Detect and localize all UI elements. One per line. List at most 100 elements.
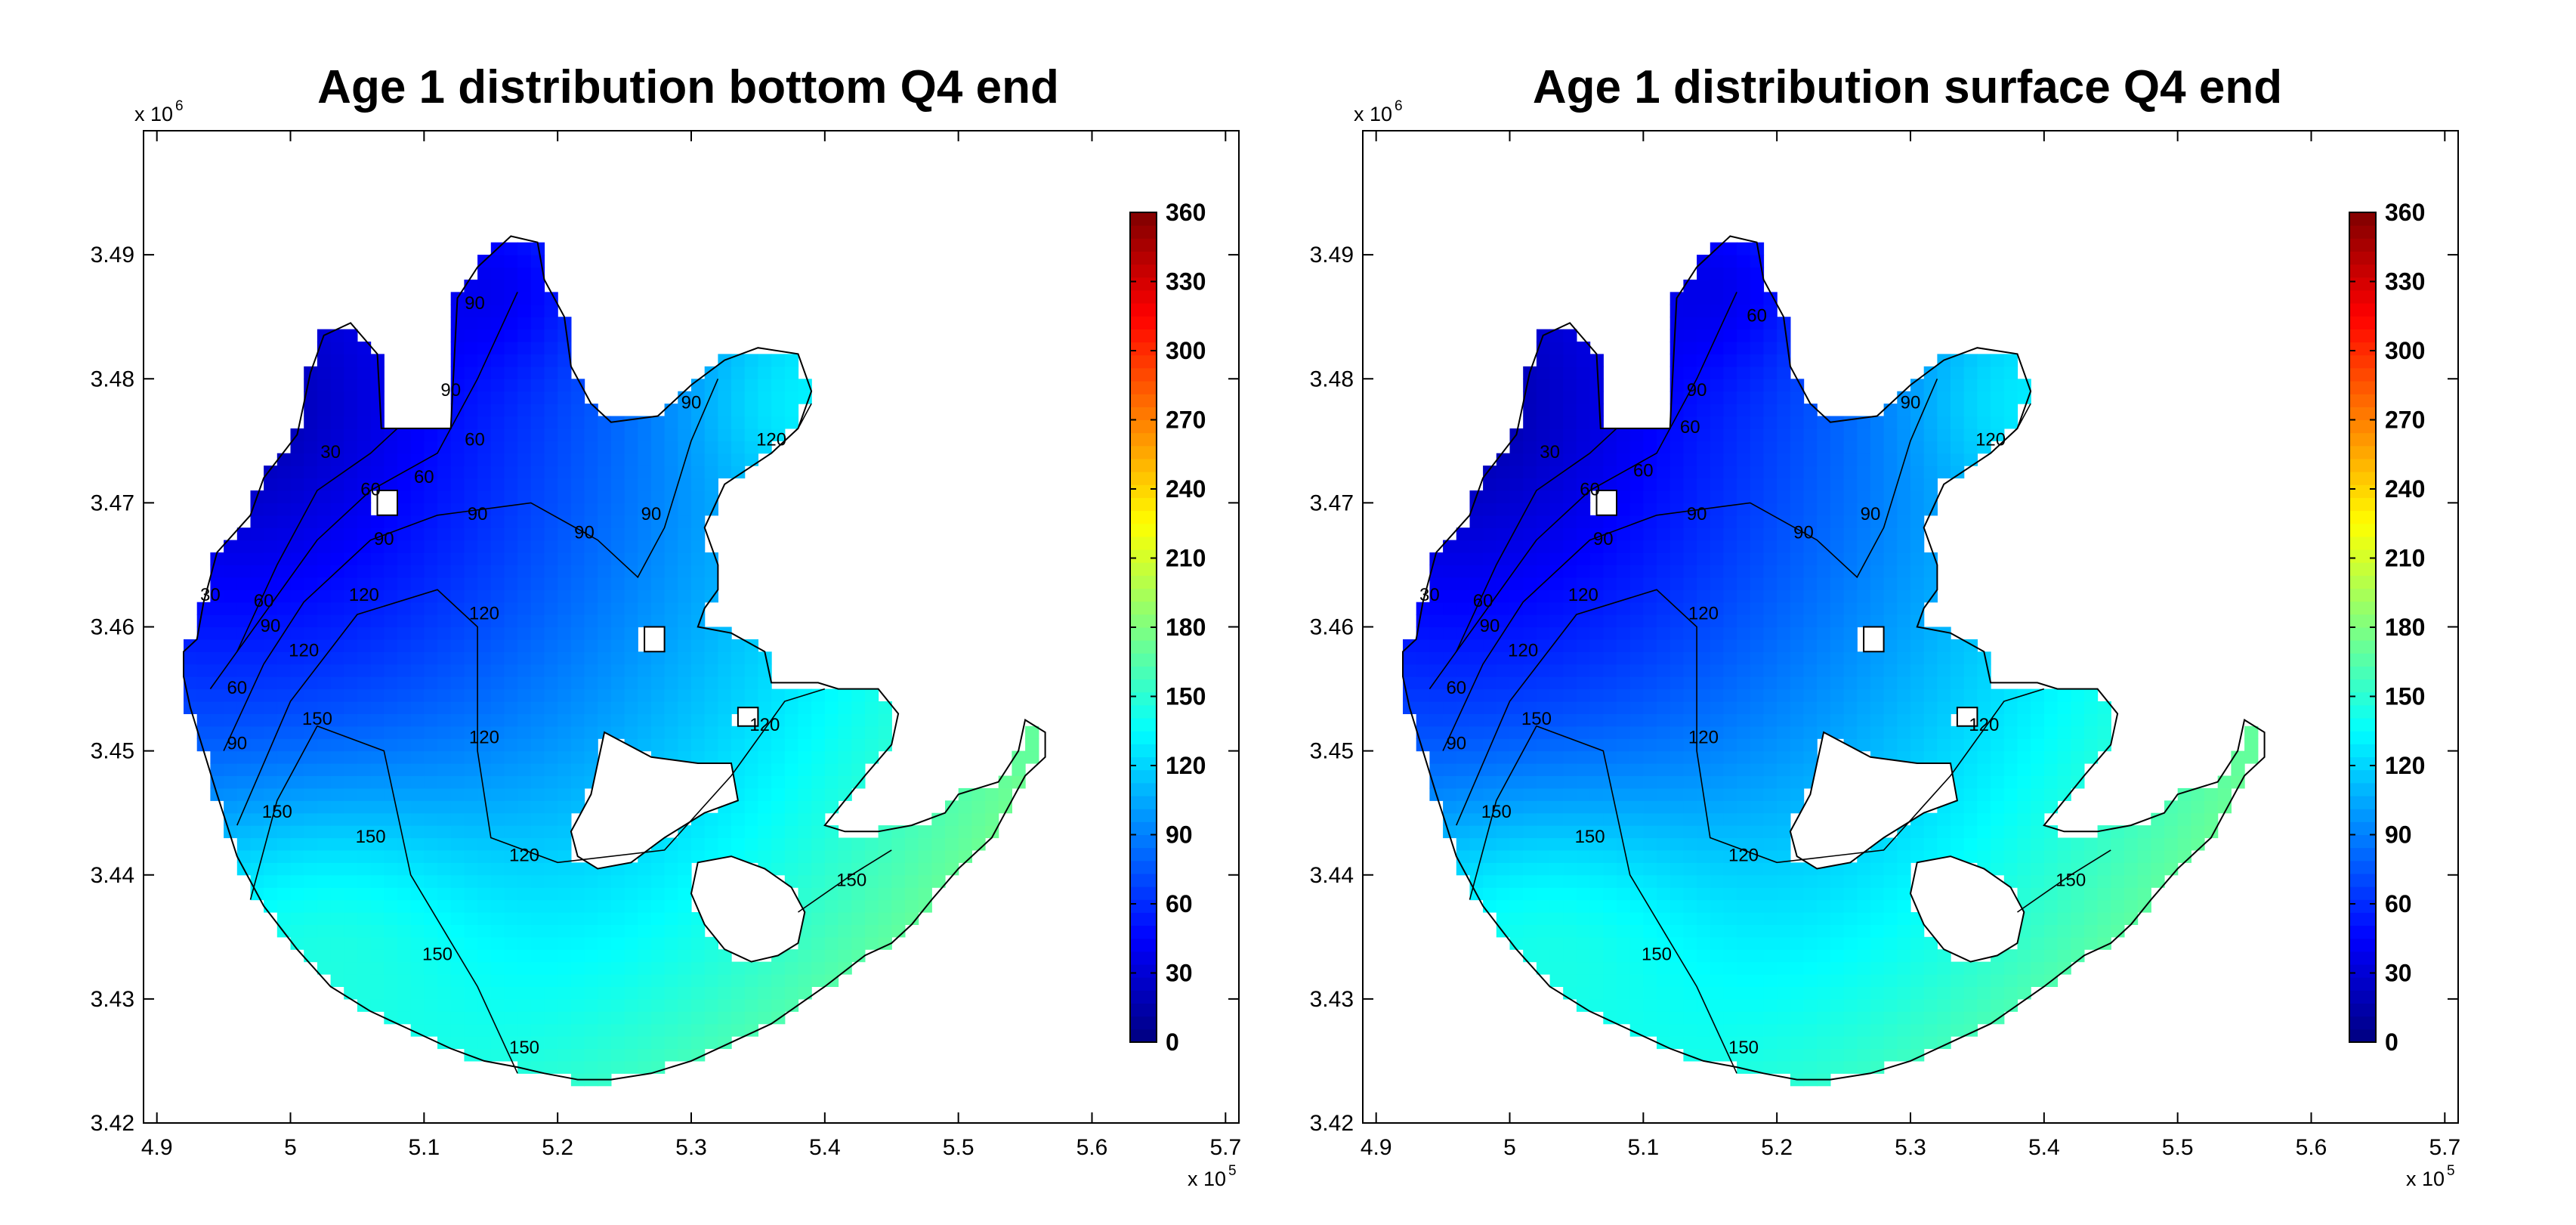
heatmap-cell xyxy=(798,862,812,876)
heatmap-cell xyxy=(558,577,572,590)
heatmap-cell xyxy=(1710,1011,1725,1025)
heatmap-cell xyxy=(264,478,278,491)
heatmap-cell xyxy=(424,800,438,814)
heatmap-cell xyxy=(1737,949,1751,963)
heatmap-cell xyxy=(1443,614,1457,628)
heatmap-cell xyxy=(1870,651,1885,665)
heatmap-cell xyxy=(1750,428,1765,441)
heatmap-cell xyxy=(1777,899,1791,913)
heatmap-cell xyxy=(878,887,892,901)
heatmap-cell xyxy=(477,527,492,541)
contour-label: 60 xyxy=(1580,479,1600,500)
heatmap-cell xyxy=(1910,936,1925,950)
heatmap-cell xyxy=(1697,267,1711,280)
heatmap-cell xyxy=(678,924,692,938)
heatmap-cell xyxy=(1549,887,1564,901)
heatmap-cell xyxy=(1617,565,1631,578)
heatmap-cell xyxy=(1657,974,1671,987)
heatmap-cell xyxy=(530,317,545,330)
heatmap-cell xyxy=(811,750,826,764)
heatmap-cell xyxy=(290,626,304,640)
heatmap-cell xyxy=(1803,998,1818,1012)
heatmap-cell xyxy=(544,1023,558,1037)
heatmap-cell xyxy=(1790,391,1805,404)
heatmap-cell xyxy=(530,292,545,305)
heatmap-cell xyxy=(1683,725,1697,739)
heatmap-cell xyxy=(1870,453,1885,466)
heatmap-cell xyxy=(1643,862,1657,876)
heatmap-cell xyxy=(1937,998,1951,1012)
heatmap-cell xyxy=(530,342,545,354)
heatmap-cell xyxy=(570,503,585,516)
heatmap-cell xyxy=(1763,763,1778,776)
heatmap-cell xyxy=(437,552,452,565)
heatmap-cell xyxy=(1951,750,1965,764)
heatmap-cell xyxy=(1750,986,1765,1000)
heatmap-cell xyxy=(437,1036,452,1050)
heatmap-cell xyxy=(1710,961,1725,975)
heatmap-cell xyxy=(464,998,478,1012)
colorbar-segment xyxy=(2349,718,2376,732)
heatmap-cell xyxy=(276,614,292,628)
heatmap-cell xyxy=(490,924,505,938)
heatmap-cell xyxy=(1883,478,1898,491)
heatmap-cell xyxy=(370,565,385,578)
heatmap-cell xyxy=(1657,527,1671,541)
heatmap-cell xyxy=(1603,639,1617,652)
heatmap-cell xyxy=(758,787,772,801)
heatmap-cell xyxy=(1963,416,1978,429)
heatmap-cell xyxy=(384,986,398,1000)
heatmap-cell xyxy=(196,713,211,727)
heatmap-cell xyxy=(317,775,332,789)
heatmap-cell xyxy=(1443,713,1457,727)
heatmap-cell xyxy=(210,651,224,665)
heatmap-cell xyxy=(1843,614,1858,628)
heatmap-cell xyxy=(304,775,318,789)
heatmap-cell xyxy=(651,490,666,503)
heatmap-cell xyxy=(236,750,252,764)
contour-line xyxy=(1442,378,1938,751)
heatmap-cell xyxy=(1523,515,1537,528)
heatmap-cell xyxy=(1843,949,1858,963)
heatmap-cell xyxy=(664,527,678,541)
heatmap-cell xyxy=(2017,874,2031,888)
heatmap-cell xyxy=(691,466,706,479)
heatmap-cell xyxy=(664,912,678,925)
heatmap-cell xyxy=(1723,292,1737,305)
heatmap-cell xyxy=(811,800,826,814)
heatmap-cell xyxy=(464,887,478,901)
heatmap-cell xyxy=(570,515,585,528)
heatmap-cell xyxy=(638,676,652,690)
heatmap-cell xyxy=(2151,849,2165,863)
heatmap-cell xyxy=(317,825,332,839)
colorbar-segment xyxy=(2349,731,2376,744)
heatmap-cell xyxy=(1750,787,1765,801)
heatmap-cell xyxy=(1469,664,1484,677)
heatmap-cell xyxy=(864,701,879,714)
heatmap-cell xyxy=(731,453,746,466)
heatmap-cell xyxy=(504,565,518,578)
heatmap-cell xyxy=(464,837,478,851)
heatmap-cell xyxy=(1483,862,1497,876)
heatmap-cell xyxy=(638,713,652,727)
heatmap-cell xyxy=(1629,738,1644,752)
heatmap-cell xyxy=(1549,577,1564,590)
heatmap-cell xyxy=(2017,936,2031,950)
heatmap-cell xyxy=(1763,466,1778,479)
heatmap-cell xyxy=(1710,639,1725,652)
heatmap-cell xyxy=(477,366,492,379)
heatmap-cell xyxy=(771,404,786,417)
heatmap-cell xyxy=(477,577,492,590)
heatmap-cell xyxy=(1576,614,1591,628)
heatmap-cell xyxy=(1817,998,1831,1012)
heatmap-cell xyxy=(224,812,238,826)
colorbar-segment xyxy=(2349,614,2376,628)
heatmap-cell xyxy=(2017,750,2031,764)
heatmap-cell xyxy=(517,490,532,503)
heatmap-cell xyxy=(558,750,572,764)
heatmap-cell xyxy=(1763,552,1778,565)
heatmap-cell xyxy=(1883,1023,1898,1037)
heatmap-cell xyxy=(1910,626,1925,640)
heatmap-cell xyxy=(1843,887,1858,901)
heatmap-cell xyxy=(1483,676,1497,690)
